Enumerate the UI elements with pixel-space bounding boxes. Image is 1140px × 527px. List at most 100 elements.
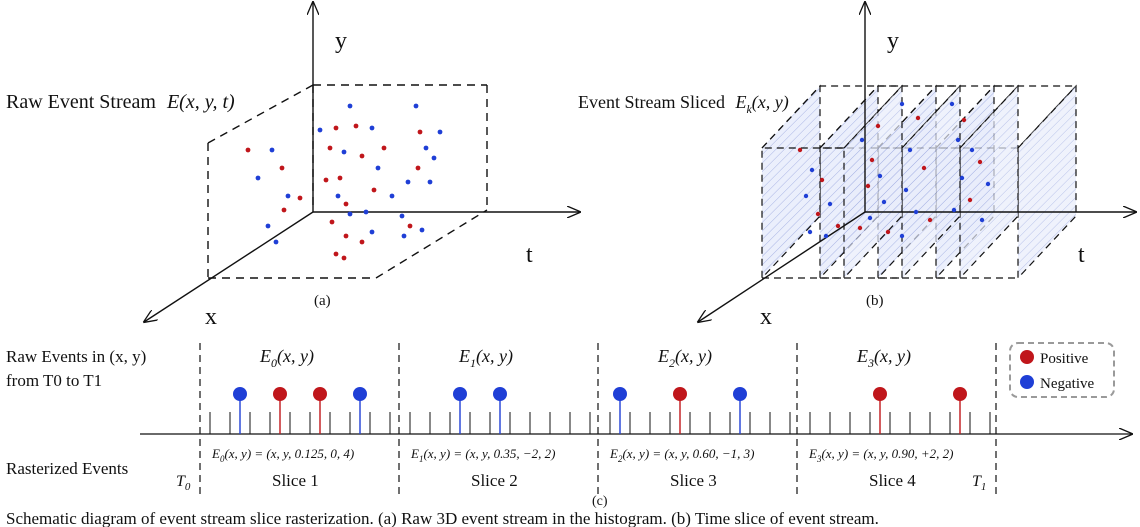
positive-event-stem — [673, 387, 687, 434]
figure-caption: Schematic diagram of event stream slice … — [6, 509, 879, 527]
event-dot — [381, 145, 387, 151]
slice-raw-formula: E0(x, y) — [259, 346, 314, 370]
panel-b-label: (b) — [866, 293, 884, 309]
slice-rasterized-formula: E1(x, y) = (x, y, 0.35, −2, 2) — [410, 446, 555, 464]
panel-a-x-axis — [144, 211, 314, 322]
slice-texts: E0(x, y) E0(x, y) = (x, y, 0.125, 0, 4) Sl… — [211, 346, 953, 490]
event-dot — [359, 239, 365, 245]
event-dot — [915, 115, 921, 121]
event-dot — [859, 137, 865, 143]
event-dot — [865, 183, 871, 189]
slice-raw-formula: E3(x, y) — [856, 346, 911, 370]
event-dot — [979, 217, 985, 223]
event-dot — [907, 147, 913, 153]
slice-dividers — [199, 343, 997, 494]
event-dot — [967, 197, 973, 203]
event-dot — [969, 147, 975, 153]
event-dot — [245, 147, 251, 153]
panel-b: Event Stream Sliced Ek(x, y) y t x (b) — [578, 2, 1136, 330]
event-dot — [875, 123, 881, 129]
event-dot — [255, 175, 261, 181]
panel-b-events — [797, 101, 991, 239]
event-dot — [885, 229, 891, 235]
t0-label: T0 — [176, 473, 191, 493]
event-dot — [413, 103, 419, 109]
event-dot — [423, 145, 429, 151]
event-dot — [333, 125, 339, 131]
t1-label: T1 — [972, 473, 986, 493]
event-dot — [279, 165, 285, 171]
time-slice-slab — [760, 84, 904, 280]
event-dot — [375, 165, 381, 171]
event-dot — [363, 209, 369, 215]
event-dot — [977, 159, 983, 165]
panel-b-y-label: y — [887, 28, 899, 54]
positive-event-stem — [873, 387, 887, 434]
event-dot — [877, 173, 883, 179]
event-dot — [867, 215, 873, 221]
event-dot — [797, 147, 803, 153]
event-dot — [427, 179, 433, 185]
event-dot — [317, 127, 323, 133]
panel-b-slices — [760, 84, 1078, 280]
negative-event-stem — [613, 387, 627, 434]
event-dot — [815, 211, 821, 217]
event-dot — [337, 175, 343, 181]
slice-name: Slice 2 — [471, 471, 518, 490]
slice-rasterized-formula: E2(x, y) = (x, y, 0.60, −1, 3) — [609, 446, 754, 464]
event-dot — [823, 233, 829, 239]
panel-c: Raw Events in (x, y) from T0 to T1 Raste… — [6, 342, 1132, 509]
legend-box — [1009, 342, 1115, 398]
event-dot — [269, 147, 275, 153]
event-dot — [359, 153, 365, 159]
negative-event-stem — [453, 387, 467, 434]
legend-positive-marker — [1020, 350, 1034, 364]
slice-rasterized-formula: E3(x, y) = (x, y, 0.90, +2, 2) — [808, 446, 953, 464]
event-dot — [333, 251, 339, 257]
event-dot — [857, 225, 863, 231]
event-dot — [405, 179, 411, 185]
event-dot — [265, 223, 271, 229]
event-dot — [835, 223, 841, 229]
slice-raw-formula: E1(x, y) — [458, 346, 513, 370]
panel-a-y-label: y — [335, 28, 347, 54]
panel-b-x-axis — [698, 211, 866, 322]
timeline-ticks — [209, 412, 991, 434]
negative-event-stem — [233, 387, 247, 434]
panel-a-title: Raw Event Stream E(x, y, t) — [6, 91, 235, 113]
panel-b-axes — [698, 2, 1136, 322]
slice-raw-formula: E2(x, y) — [657, 346, 712, 370]
event-dot — [961, 117, 967, 123]
event-dot — [323, 177, 329, 183]
event-dot — [273, 239, 279, 245]
negative-event-stem — [733, 387, 747, 434]
event-dot — [949, 101, 955, 107]
event-dot — [401, 233, 407, 239]
event-dot — [827, 201, 833, 207]
event-dot — [285, 193, 291, 199]
panel-c-label: (c) — [592, 494, 608, 509]
legend-negative-label: Negative — [1040, 376, 1094, 392]
negative-event-stem — [493, 387, 507, 434]
event-dot — [985, 181, 991, 187]
event-dot — [899, 101, 905, 107]
panel-b-x-label: x — [760, 304, 772, 330]
event-dot — [407, 223, 413, 229]
event-dot — [809, 167, 815, 173]
slice-name: Slice 4 — [869, 471, 916, 490]
panel-c-left-label-1: Raw Events in (x, y) — [6, 347, 146, 366]
event-dot — [327, 145, 333, 151]
event-stems — [233, 387, 967, 434]
event-dot — [369, 229, 375, 235]
event-dot — [369, 125, 375, 131]
panel-a-t-label: t — [526, 242, 533, 268]
event-dot — [881, 199, 887, 205]
panel-b-t-label: t — [1078, 242, 1085, 268]
event-dot — [353, 123, 359, 129]
event-dot — [389, 193, 395, 199]
positive-event-stem — [273, 387, 287, 434]
event-dot — [341, 149, 347, 155]
panel-a-volume — [207, 84, 488, 279]
event-dot — [951, 207, 957, 213]
